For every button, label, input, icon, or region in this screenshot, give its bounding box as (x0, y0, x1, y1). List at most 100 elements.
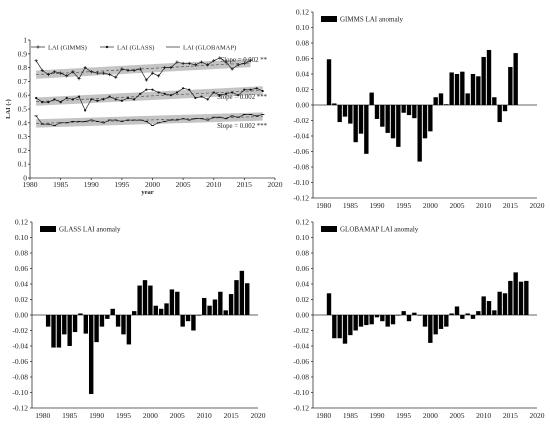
data-point (133, 98, 136, 101)
bar (99, 315, 105, 327)
bar (185, 315, 191, 322)
bar (158, 308, 164, 315)
y-tick-label: 0.3 (18, 132, 28, 141)
bar (470, 315, 476, 319)
y-tick-label: 0.10 (15, 233, 28, 242)
data-point (242, 61, 246, 66)
bar (148, 285, 153, 315)
bar (401, 311, 406, 315)
bar (454, 74, 460, 105)
bar (196, 315, 202, 316)
y-tick-label: -0.04 (293, 132, 309, 141)
data-point (59, 101, 62, 104)
bar (380, 105, 385, 127)
y-tick-label: 0.08 (296, 249, 309, 258)
data-point (95, 71, 99, 75)
bar (105, 315, 110, 319)
bar (380, 315, 385, 322)
data-point (41, 101, 44, 104)
bar (353, 315, 358, 331)
bar (449, 72, 454, 105)
bar (67, 315, 72, 346)
data-point (169, 94, 172, 97)
bar (342, 315, 348, 344)
data-point (77, 95, 81, 98)
x-tick-label: 2015 (503, 201, 518, 210)
y-tick-label: -0.12 (12, 404, 28, 413)
bar (486, 49, 492, 105)
bar (513, 53, 518, 105)
data-point (236, 63, 240, 67)
y-tick-label: 0.00 (15, 311, 28, 320)
data-point (237, 94, 240, 97)
y-tick-label: -0.04 (12, 342, 28, 351)
legend-label: LAI (GLASS) (117, 44, 154, 51)
x-tick-label: 2010 (476, 201, 491, 210)
bar (428, 315, 433, 343)
data-point (231, 91, 234, 94)
x-tick-label: 2015 (503, 411, 518, 420)
bar (481, 56, 486, 105)
data-point (96, 99, 99, 102)
bar (207, 305, 212, 315)
bar (497, 105, 502, 123)
bar (444, 104, 449, 105)
bar (460, 71, 465, 105)
y-tick-label: -0.10 (12, 388, 28, 397)
bar (245, 283, 250, 315)
data-point (194, 96, 197, 100)
x-tick-label: 2010 (206, 180, 221, 189)
data-point (108, 72, 112, 77)
data-point (71, 98, 74, 101)
bar (142, 280, 148, 315)
y-tick-label: 0.00 (296, 101, 309, 110)
bar (401, 105, 406, 113)
bar (358, 315, 364, 327)
y-tick-label: -0.06 (293, 147, 309, 156)
bar (396, 105, 401, 147)
bar (88, 315, 94, 395)
y-tick-label: 0.10 (296, 23, 309, 32)
y-tick-label: 0.1 (18, 160, 28, 169)
data-point (175, 60, 179, 64)
globamap-anomaly-chart: -0.12 -0.10 -0.08 -0.06 -0.04 -0.02 0.00 0.02 0.… (293, 218, 544, 420)
y-tick-label: 0.02 (296, 85, 309, 94)
bar (502, 105, 508, 112)
bar (465, 93, 470, 105)
bar (412, 312, 417, 315)
legend-label: GLOBAMAP LAI anomaly (340, 226, 419, 234)
bar (385, 315, 390, 327)
bar (62, 315, 67, 335)
bar (428, 105, 433, 132)
x-tick-label: 2000 (143, 411, 158, 420)
bar (444, 315, 449, 327)
bar (470, 74, 476, 105)
x-tick-label: 1980 (316, 411, 331, 420)
bar (169, 289, 175, 315)
bar (72, 315, 78, 333)
data-point (139, 92, 142, 95)
x-tick-label: 1995 (114, 180, 129, 189)
data-point (65, 74, 69, 78)
y-tick-label: 0 (23, 174, 27, 183)
data-point (261, 89, 264, 93)
data-point (120, 99, 123, 102)
data-point (108, 95, 111, 98)
bar (492, 97, 497, 105)
data-point (120, 67, 124, 71)
x-tick-label: 1985 (62, 411, 77, 420)
y-tick-label: 0.8 (18, 63, 28, 72)
y-tick-label: -0.08 (293, 163, 309, 172)
legend-swatch (321, 226, 337, 232)
bar (476, 311, 481, 315)
bar (201, 297, 207, 315)
x-tick-label: 2005 (176, 180, 191, 189)
bar (438, 315, 444, 329)
bar (45, 315, 51, 327)
x-tick-label: 1990 (370, 411, 385, 420)
x-tick-label: 2020 (530, 411, 545, 420)
trend-line (36, 116, 263, 124)
bar (239, 270, 245, 315)
y-tick-label: 0.2 (18, 146, 28, 155)
